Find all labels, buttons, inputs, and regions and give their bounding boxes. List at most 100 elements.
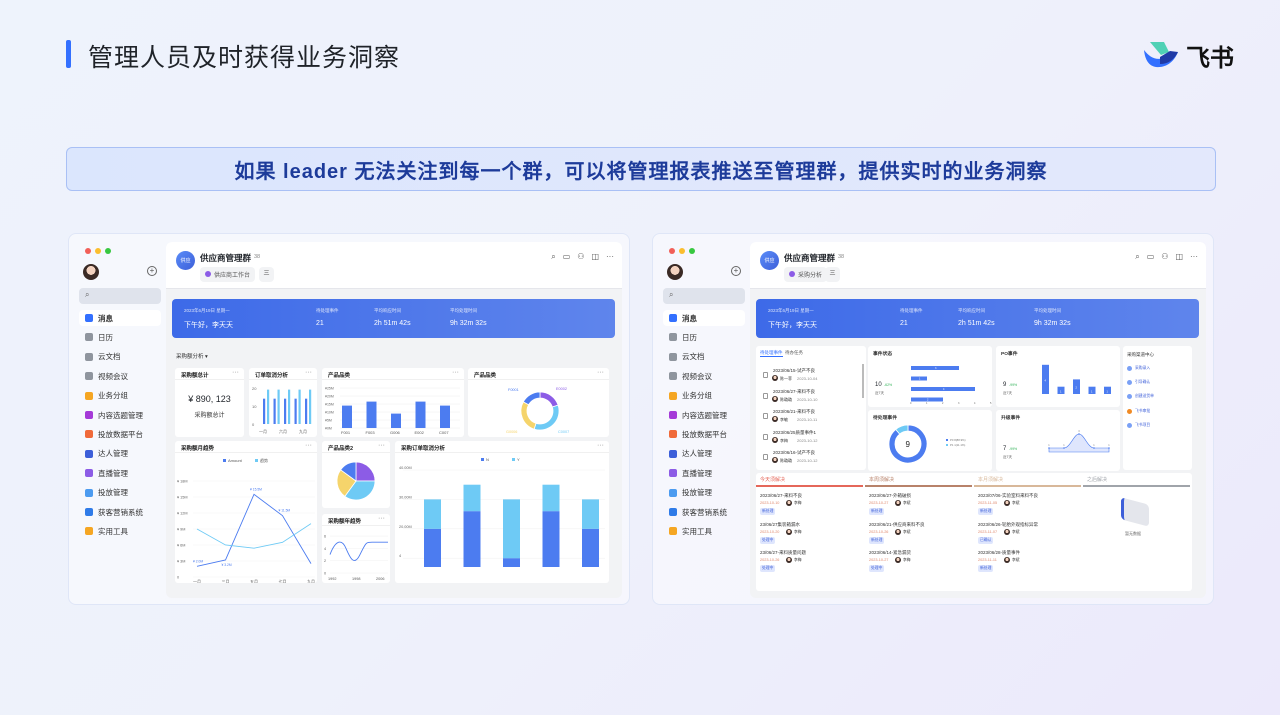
more-icon[interactable]: ··· <box>232 369 239 376</box>
title-accent-bar <box>66 40 71 68</box>
video-icon[interactable]: ▭ <box>1146 252 1155 261</box>
more-icon[interactable]: ··· <box>305 369 312 376</box>
search-input[interactable]: ⌕ <box>79 288 161 304</box>
sidebar-item[interactable]: 消息 <box>79 310 161 326</box>
minimize-window-button[interactable] <box>679 248 685 254</box>
tab-workspace[interactable]: 采购分析 <box>784 267 828 282</box>
channel-link[interactable]: 采购录入 <box>1135 366 1151 370</box>
minimize-window-button[interactable] <box>95 248 101 254</box>
sidebar-item[interactable]: 达人管理 <box>663 446 745 462</box>
kanban-card-title[interactable]: 2023/06/27-来料不良 <box>760 493 803 498</box>
sidebar-item[interactable]: 投放管理 <box>79 485 161 501</box>
list-item-title[interactable]: 2023/06/16-试产不良 <box>773 450 816 455</box>
sidebar-item[interactable]: 投放管理 <box>663 485 745 501</box>
search-icon[interactable]: ⌕ <box>551 252 556 261</box>
list-item-title[interactable]: 2023/06/21-来料不良 <box>773 409 816 414</box>
channel-link[interactable]: 飞书项目 <box>1135 422 1151 427</box>
sidebar-item[interactable]: 视频会议 <box>79 368 161 384</box>
bar <box>911 387 975 391</box>
more-icon[interactable]: ··· <box>305 442 312 449</box>
sidebar-item[interactable]: 直播管理 <box>663 465 745 481</box>
close-window-button[interactable] <box>669 248 675 254</box>
dashboard-selector[interactable]: 采购额分析 ▾ <box>176 354 208 360</box>
new-plus-icon[interactable]: + <box>147 266 157 276</box>
sidebar-item[interactable]: 内容选题管理 <box>79 407 161 423</box>
add-member-icon[interactable]: ⚇ <box>1161 252 1169 261</box>
more-icon[interactable]: ··· <box>378 515 385 522</box>
bar <box>273 398 276 424</box>
new-plus-icon[interactable]: + <box>731 266 741 276</box>
more-icon[interactable]: ··· <box>597 442 604 449</box>
sidebar-item[interactable]: 实用工具 <box>663 523 745 539</box>
tab-more[interactable]: 三 <box>825 267 840 282</box>
sidebar-item[interactable]: 消息 <box>663 310 745 326</box>
sidebar-item[interactable]: 投放数据平台 <box>663 426 745 442</box>
list-item-title[interactable]: 2023/06/25质量事件1 <box>773 429 817 435</box>
y-tick: 20.00M <box>399 525 412 529</box>
video-icon[interactable]: ▭ <box>562 252 571 261</box>
sidebar-item[interactable]: 日历 <box>663 329 745 345</box>
kanban-card-date: 2023-10-26 <box>869 529 889 534</box>
tab-more[interactable]: 三 <box>259 267 274 282</box>
bar <box>911 397 943 402</box>
sidebar-item[interactable]: 达人管理 <box>79 446 161 462</box>
series-line <box>196 493 312 567</box>
chat-icon <box>669 314 677 322</box>
tab-workspace[interactable]: 供应商工作台 <box>200 267 256 282</box>
sidebar-item[interactable]: 获客营销系统 <box>663 504 745 520</box>
data-point <box>1063 447 1065 449</box>
y-tick: 4 <box>399 554 401 558</box>
sidebar-item[interactable]: 视频会议 <box>663 368 745 384</box>
sidebar-item[interactable]: 直播管理 <box>79 465 161 481</box>
more-icon[interactable]: ··· <box>597 369 604 376</box>
x-tick: 0 <box>910 402 912 405</box>
sidebar-item[interactable]: 云文档 <box>79 349 161 365</box>
kanban-card-title[interactable]: 23/06/27-来料质量问题 <box>760 550 807 555</box>
search-input[interactable]: ⌕ <box>663 288 745 304</box>
feishu-logo: 飞书 <box>1142 38 1242 72</box>
kanban-card-title[interactable]: 2023/06/14-紧急漏货 <box>869 550 912 555</box>
user-avatar[interactable] <box>83 264 99 280</box>
kanban-card-title[interactable]: 2023/06/27-外箱破损 <box>869 493 912 498</box>
list-tab[interactable]: 待办任务 <box>785 350 803 355</box>
layout-icon[interactable]: ◫ <box>591 252 599 261</box>
more-icon[interactable]: ··· <box>1190 252 1198 261</box>
layout-icon[interactable]: ◫ <box>1175 252 1183 261</box>
sidebar-item-label: 直播管理 <box>98 468 128 478</box>
more-icon[interactable]: ··· <box>452 369 459 376</box>
user-avatar[interactable] <box>667 264 683 280</box>
search-icon[interactable]: ⌕ <box>1135 252 1140 261</box>
kanban-card-title[interactable]: 2023/06/26-轮胎外观指标异常 <box>978 521 1039 527</box>
sidebar-item[interactable]: 内容选题管理 <box>663 407 745 423</box>
sidebar-item[interactable]: 业务分组 <box>663 388 745 404</box>
close-window-button[interactable] <box>85 248 91 254</box>
list-item-title[interactable]: 2023/06/15-试产不良 <box>773 368 816 373</box>
maximize-window-button[interactable] <box>105 248 111 254</box>
sidebar-item[interactable]: 日历 <box>79 329 161 345</box>
channel-link[interactable]: 飞书审批 <box>1135 408 1151 413</box>
category-bar-chart: ¥0M ¥5M ¥10M ¥15M ¥20M ¥25M F001 F003 G006 E002 C0… <box>325 387 460 435</box>
kanban-card-title[interactable]: 2023/06/21-供应商来料不良 <box>869 521 925 527</box>
sidebar-item[interactable]: 业务分组 <box>79 388 161 404</box>
list-tab[interactable]: 待处理事件 <box>760 350 783 357</box>
sidebar-item[interactable]: 获客营销系统 <box>79 504 161 520</box>
scrollbar[interactable] <box>862 364 864 398</box>
add-member-icon[interactable]: ⚇ <box>577 252 585 261</box>
channel-link[interactable]: 创建送货单 <box>1135 394 1154 399</box>
header-toolbar: ⌕ ▭ ⚇ ◫ ··· <box>551 252 614 262</box>
channel-link[interactable]: 引导确认 <box>1135 380 1151 385</box>
kanban-card-title[interactable]: 23/06/27集装箱漏水 <box>760 521 801 527</box>
sidebar-item[interactable]: 投放数据平台 <box>79 426 161 442</box>
kanban-card-title[interactable]: 2023/06/28-质量事件 <box>978 550 1021 555</box>
maximize-window-button[interactable] <box>689 248 695 254</box>
sidebar-item[interactable]: 实用工具 <box>79 523 161 539</box>
sidebar-item[interactable]: 云文档 <box>663 349 745 365</box>
metric-value: 9 <box>1003 382 1007 388</box>
more-icon[interactable]: ··· <box>606 252 614 261</box>
bar <box>309 389 312 424</box>
group-avatar: 供应 <box>760 251 779 270</box>
person-icon <box>85 449 93 458</box>
kanban-card-title[interactable]: 2023/07/06-实验室料来料不良 <box>978 493 1039 498</box>
more-icon[interactable]: ··· <box>378 442 385 449</box>
list-item-title[interactable]: 2023/06/27-来料不良 <box>773 388 816 394</box>
